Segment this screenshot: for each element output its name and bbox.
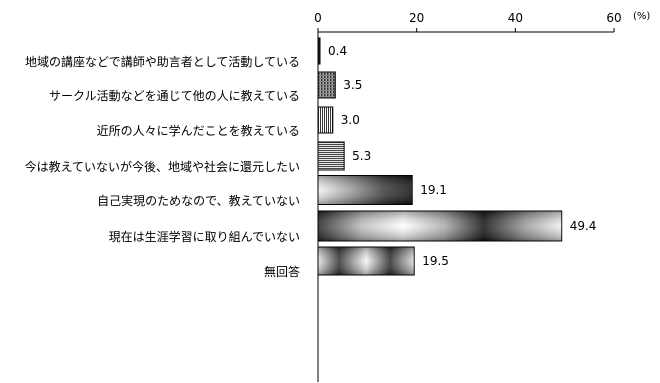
bar-value-label: 0.4: [328, 44, 347, 58]
bar: [317, 141, 345, 171]
x-tick-label: 0: [314, 11, 322, 25]
bar-value-label: 19.5: [422, 254, 449, 268]
category-label: サークル活動などを通じて他の人に教えている: [49, 88, 300, 103]
unit-label: (%): [633, 11, 650, 22]
category-label: 今は教えていないが今後、地域や社会に還元したい: [25, 159, 300, 174]
category-labels: 地域の講座などで講師や助言者として活動しているサークル活動などを通じて他の人に教…: [25, 54, 300, 279]
x-tick-label: 40: [508, 11, 523, 25]
bar-shading: [318, 175, 413, 205]
bar-value-label: 19.1: [420, 183, 447, 197]
bar-value-label: 3.5: [343, 78, 362, 92]
bar-shading: [318, 247, 415, 275]
x-tick-label: 60: [606, 11, 621, 25]
bar: [317, 106, 334, 134]
category-label: 現在は生涯学習に取り組んでいない: [109, 229, 300, 244]
bar-value-label: 49.4: [570, 219, 597, 233]
bars: 0.4 3.5 3.0 5.3 19.1 49.4 19.5: [317, 37, 597, 276]
category-label: 自己実現のためなので、教えていない: [97, 193, 300, 208]
category-label: 近所の人々に学んだことを教えている: [97, 123, 300, 138]
category-label: 地域の講座などで講師や助言者として活動している: [25, 54, 300, 69]
bar-value-label: 5.3: [352, 149, 371, 163]
bar-shading: [318, 211, 562, 241]
category-label: 無回答: [264, 264, 300, 279]
bar-value-label: 3.0: [341, 113, 360, 127]
x-tick-label: 20: [409, 11, 424, 25]
bar: [317, 71, 336, 99]
x-axis-ticks: 0 20 40 60 (%): [314, 11, 650, 33]
